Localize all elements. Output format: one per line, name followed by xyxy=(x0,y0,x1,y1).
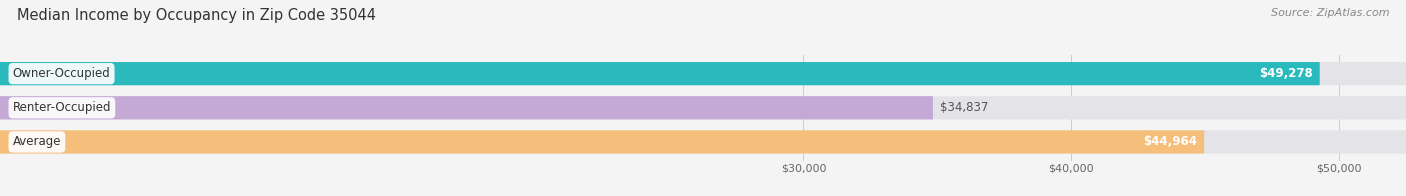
Text: $44,964: $44,964 xyxy=(1143,135,1197,148)
FancyBboxPatch shape xyxy=(0,62,1406,85)
Text: Average: Average xyxy=(13,135,60,148)
FancyBboxPatch shape xyxy=(0,62,1320,85)
FancyBboxPatch shape xyxy=(0,130,1406,153)
Text: Owner-Occupied: Owner-Occupied xyxy=(13,67,111,80)
FancyBboxPatch shape xyxy=(0,96,1406,119)
Text: Renter-Occupied: Renter-Occupied xyxy=(13,101,111,114)
Text: $34,837: $34,837 xyxy=(941,101,988,114)
FancyBboxPatch shape xyxy=(0,130,1204,153)
FancyBboxPatch shape xyxy=(0,96,934,119)
Text: $49,278: $49,278 xyxy=(1258,67,1313,80)
Text: Source: ZipAtlas.com: Source: ZipAtlas.com xyxy=(1271,8,1389,18)
Text: Median Income by Occupancy in Zip Code 35044: Median Income by Occupancy in Zip Code 3… xyxy=(17,8,375,23)
